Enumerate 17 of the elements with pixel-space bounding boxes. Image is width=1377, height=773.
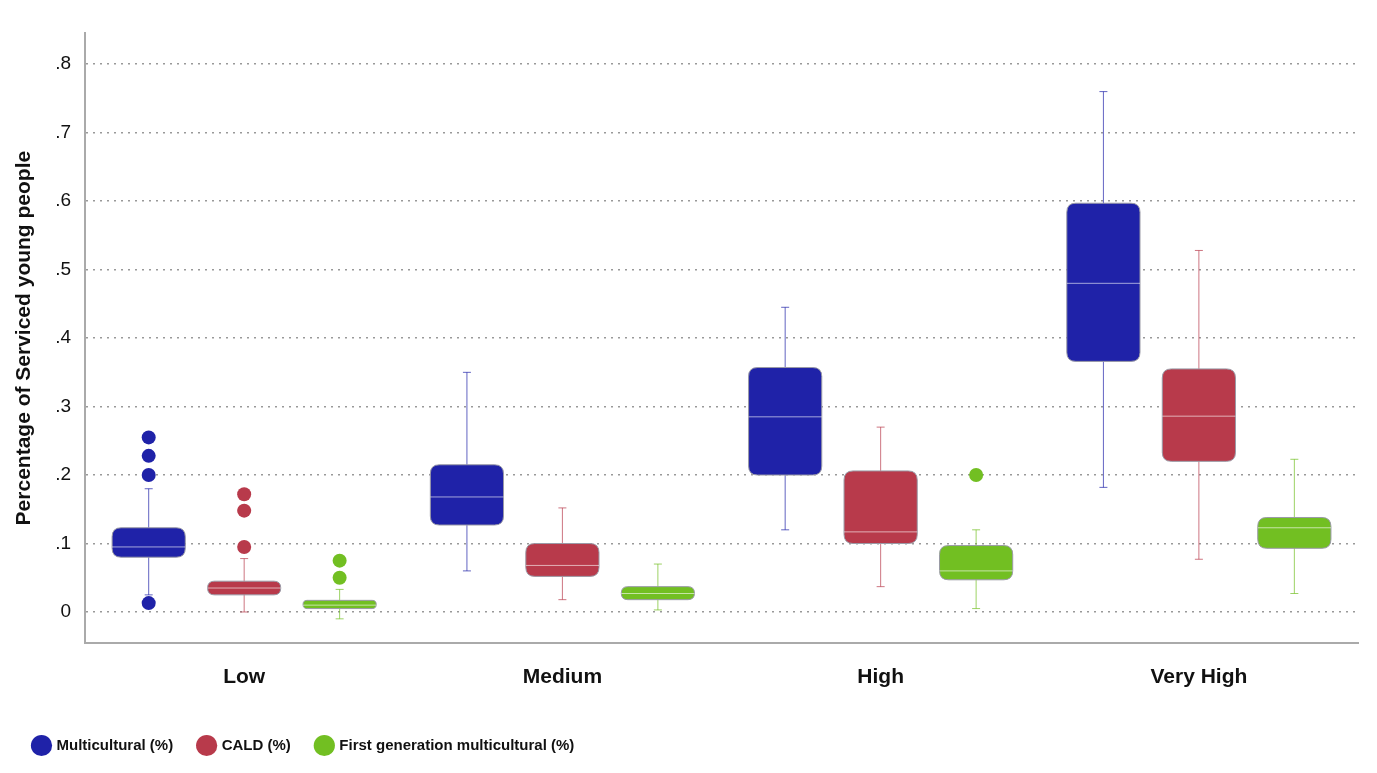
- x-tick-label: High: [857, 664, 904, 688]
- y-tick-label: .8: [55, 52, 72, 74]
- x-tick-label: Low: [223, 664, 266, 688]
- y-tick-label: .5: [55, 257, 72, 279]
- y-tick-label: .4: [55, 326, 72, 348]
- x-tick-label: Medium: [522, 664, 603, 688]
- x-tick-label: Very High: [1150, 664, 1248, 688]
- legend-label: First generation multicultural (%): [339, 735, 575, 753]
- legend-label: Multicultural (%): [56, 735, 174, 753]
- y-tick-label: .3: [55, 394, 72, 416]
- y-tick-label: .6: [55, 189, 72, 211]
- legend-label: CALD (%): [221, 735, 291, 753]
- y-tick-label: .7: [55, 120, 72, 142]
- y-tick-label: .1: [55, 531, 72, 553]
- y-axis-title: Percentage of Serviced young people: [11, 150, 35, 526]
- y-tick-label: 0: [60, 600, 72, 622]
- y-tick-label: .2: [55, 463, 72, 485]
